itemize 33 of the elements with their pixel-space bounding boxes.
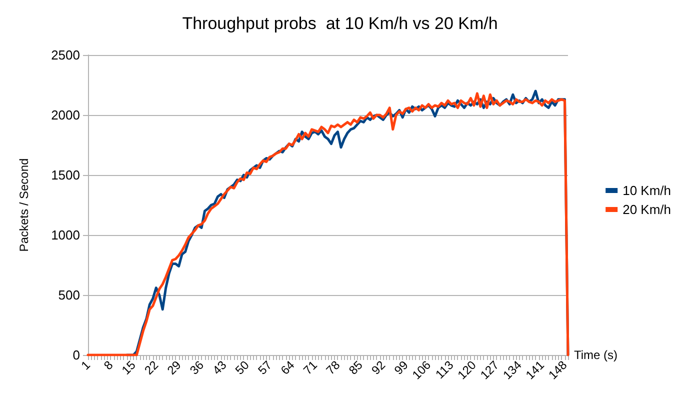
y-axis-title: Packets / Second [17,158,31,252]
x-tick-label: 1 [78,358,94,373]
x-tick-label: 22 [142,358,162,378]
x-tick-label: 71 [300,358,320,378]
x-tick-label: 99 [391,358,412,378]
x-tick-label: 8 [101,358,116,373]
y-tick-label: 0 [72,348,80,362]
x-tick-label: 50 [232,358,252,378]
y-tick-label: 1500 [51,168,80,182]
y-tick-label: 1000 [51,228,80,242]
legend-label: 20 Km/h [622,202,672,217]
x-tick-label: 141 [522,358,548,382]
x-tick-label: 106 [409,358,434,382]
x-tick-label: 134 [500,358,525,382]
x-axis-title: Time (s) [574,348,618,362]
y-tick-label: 2500 [51,48,80,62]
x-tick-label: 78 [323,358,343,378]
x-tick-label: 57 [255,358,275,378]
x-tick-label: 43 [210,358,230,378]
x-tick-label: 113 [432,358,456,382]
x-tick-label: 85 [346,358,366,378]
x-tick-label: 36 [187,358,207,378]
x-tick-label: 127 [478,358,502,382]
x-tick-label: 29 [164,358,184,378]
x-tick-label: 148 [546,358,570,382]
legend-label: 10 Km/h [622,183,672,198]
x-tick-label: 64 [278,358,298,378]
chart-title: Throughput probs at 10 Km/h vs 20 Km/h [182,14,498,33]
x-tick-label: 15 [119,358,139,378]
y-tick-label: 2000 [51,108,80,122]
x-tick-label: 120 [454,358,480,382]
x-tick-label: 92 [368,358,388,378]
y-tick-label: 500 [58,288,80,302]
